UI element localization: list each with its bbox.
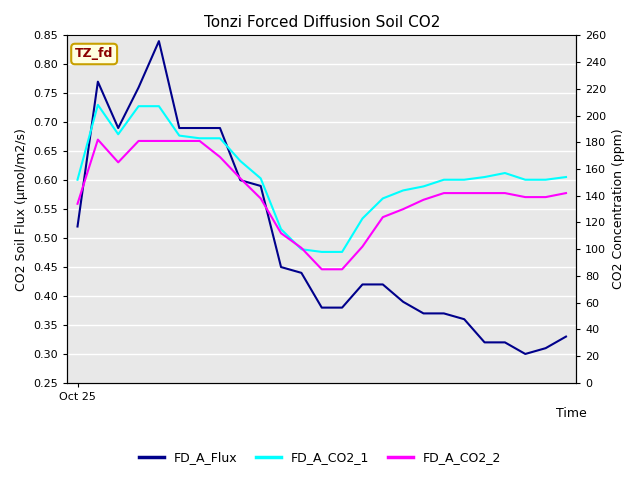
Y-axis label: CO2 Concentration (ppm): CO2 Concentration (ppm)	[612, 129, 625, 289]
Legend: FD_A_Flux, FD_A_CO2_1, FD_A_CO2_2: FD_A_Flux, FD_A_CO2_1, FD_A_CO2_2	[134, 446, 506, 469]
Text: Time: Time	[556, 407, 586, 420]
Text: TZ_fd: TZ_fd	[75, 48, 113, 60]
Title: Tonzi Forced Diffusion Soil CO2: Tonzi Forced Diffusion Soil CO2	[204, 15, 440, 30]
Y-axis label: CO2 Soil Flux (μmol/m2/s): CO2 Soil Flux (μmol/m2/s)	[15, 128, 28, 290]
